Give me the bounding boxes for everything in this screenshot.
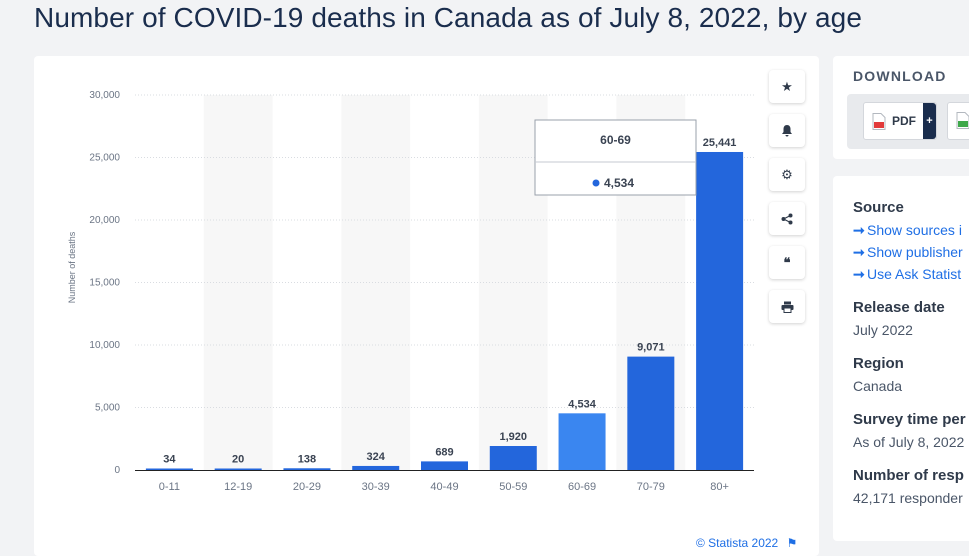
- x-tick-label: 60-69: [568, 481, 596, 493]
- data-label: 34: [163, 454, 176, 466]
- print-icon: [781, 301, 793, 313]
- notification-button[interactable]: [769, 114, 805, 147]
- x-tick-label: 80+: [710, 481, 729, 493]
- tooltip-box: [534, 119, 697, 196]
- pdf-label: PDF: [892, 114, 916, 128]
- y-tick-label: 30,000: [89, 90, 120, 101]
- data-label: 9,071: [637, 342, 665, 354]
- respondents-label: Number of resp: [853, 467, 964, 484]
- y-tick-label: 15,000: [89, 278, 120, 289]
- show-publisher-link[interactable]: ➞ Show publisher: [853, 244, 963, 261]
- info-card: Source ➞ Show sources i ➞ Show publisher ➞…: [833, 176, 969, 541]
- survey-period-value: As of July 8, 2022: [853, 434, 965, 450]
- show-sources-link[interactable]: ➞ Show sources i: [853, 222, 962, 239]
- bar-40-49: [421, 461, 468, 470]
- arrow-right-icon: ➞: [853, 244, 865, 260]
- y-axis-label: Number of deaths: [67, 231, 77, 303]
- y-tick-label: 10,000: [89, 340, 120, 351]
- x-tick-label: 40-49: [430, 481, 458, 493]
- y-tick-label: 5,000: [95, 403, 120, 414]
- pdf-plus-button[interactable]: +: [923, 103, 936, 139]
- credit-text: © Statista 2022: [696, 536, 779, 550]
- bar-12-19: [214, 468, 262, 470]
- data-label: 689: [435, 446, 453, 458]
- x-tick-label: 30-39: [362, 481, 390, 493]
- bar-60-69: [558, 413, 606, 470]
- bar-30-39: [352, 465, 400, 470]
- cite-button[interactable]: ❝: [769, 246, 805, 279]
- show-sources-text: Show sources i: [867, 222, 962, 238]
- chart-card: 0 5,000 10,000 15,000 20,000 25,000 30,000 Numb…: [34, 56, 819, 556]
- arrow-right-icon: ➞: [853, 222, 865, 238]
- share-button[interactable]: [769, 202, 805, 235]
- respondents-value: 42,171 responder: [853, 490, 963, 506]
- x-tick-label: 0-11: [159, 481, 180, 493]
- source-label: Source: [853, 199, 904, 216]
- release-date-label: Release date: [853, 299, 945, 316]
- bar-80+: [696, 151, 744, 471]
- x-tick-label: 20-29: [293, 481, 321, 493]
- tooltip-category: 60-69: [600, 133, 631, 147]
- bar-0-11: [145, 468, 193, 470]
- x-tick-label: 12-19: [224, 481, 252, 493]
- xls-download-button[interactable]: [947, 102, 969, 140]
- xls-file-icon: [956, 112, 969, 129]
- show-publisher-text: Show publisher: [867, 244, 963, 260]
- data-label: 25,441: [703, 137, 737, 149]
- y-tick-label: 20,000: [89, 215, 120, 226]
- y-tick-label: 25,000: [89, 153, 120, 164]
- bar-70-79: [627, 356, 675, 470]
- data-label: 1,920: [500, 431, 528, 443]
- ask-statista-text: Use Ask Statist: [867, 266, 962, 282]
- pdf-file-icon: [872, 112, 886, 130]
- y-tick-label: 0: [114, 465, 120, 476]
- tooltip-value: 4,534: [604, 176, 634, 190]
- flag-icon: ⚑: [786, 536, 798, 550]
- data-label: 4,534: [568, 398, 596, 410]
- arrow-right-icon: ➞: [853, 266, 865, 282]
- bar-20-29: [283, 468, 331, 470]
- data-label: 20: [232, 454, 244, 466]
- page-title: Number of COVID-19 deaths in Canada as o…: [34, 2, 863, 33]
- chart-toolbar: ★ ⚙ ❝: [769, 70, 805, 334]
- tooltip-marker: [592, 179, 600, 187]
- pdf-download-button[interactable]: PDF +: [863, 102, 937, 140]
- column-band: [203, 95, 273, 470]
- download-card: DOWNLOAD PDF +: [833, 56, 969, 159]
- x-tick-label: 70-79: [637, 481, 665, 493]
- release-date-value: July 2022: [853, 322, 913, 338]
- ask-statista-link[interactable]: ➞ Use Ask Statist: [853, 266, 961, 283]
- download-bar: PDF +: [847, 94, 969, 149]
- quote-icon: ❝: [783, 254, 791, 270]
- survey-period-label: Survey time per: [853, 411, 966, 428]
- settings-button[interactable]: ⚙: [769, 158, 805, 191]
- print-button[interactable]: [769, 290, 805, 323]
- bell-icon: [782, 125, 792, 137]
- download-title: DOWNLOAD: [853, 68, 947, 84]
- bar-50-59: [489, 446, 537, 470]
- bar-chart: 0 5,000 10,000 15,000 20,000 25,000 30,000 Numb…: [67, 90, 754, 493]
- data-label: 324: [367, 451, 386, 463]
- star-icon: ★: [781, 78, 793, 94]
- data-label: 138: [298, 453, 316, 465]
- statista-credit[interactable]: © Statista 2022 ⚑: [696, 536, 797, 550]
- region-value: Canada: [853, 378, 903, 394]
- x-tick-label: 50-59: [499, 481, 527, 493]
- favorite-button[interactable]: ★: [769, 70, 805, 103]
- gear-icon: ⚙: [781, 166, 793, 182]
- region-label: Region: [853, 355, 904, 372]
- share-icon: [781, 213, 793, 224]
